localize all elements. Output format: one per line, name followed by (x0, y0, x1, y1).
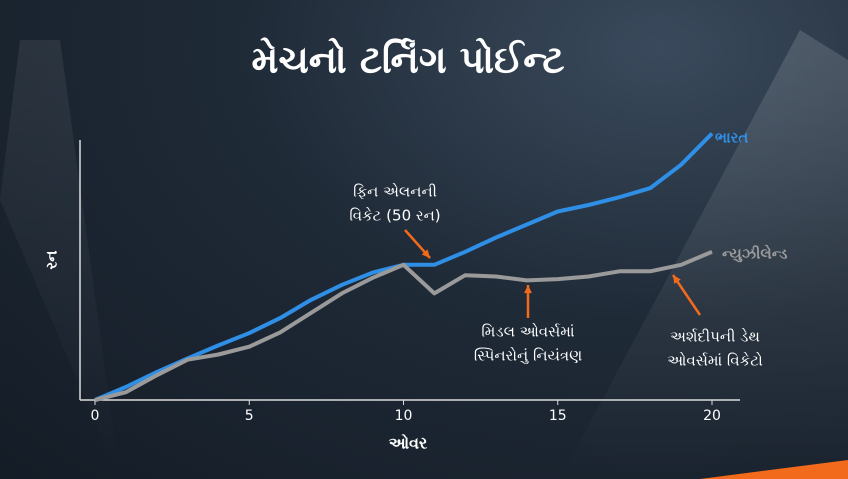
accent-stripe (700, 460, 848, 479)
x-tick-label: 10 (395, 408, 413, 424)
annotation-arrowhead (421, 249, 430, 258)
series-label: ન્યુઝીલેન્ડ (722, 243, 788, 262)
annotation-arrowhead (673, 275, 681, 284)
spotlight (0, 40, 120, 479)
annotation-arrowhead (524, 285, 532, 294)
x-axis-label: ઓવર (389, 433, 428, 453)
annotation-text: સ્પિનરોનું નિયંત્રણ (474, 347, 582, 365)
y-axis-label: રન (43, 251, 61, 270)
chart-title: મેચનો ટર્નિંગ પોઈન્ટ (252, 36, 565, 81)
series-label: ભારત (715, 129, 748, 147)
x-tick-label: 20 (703, 408, 721, 424)
annotation-text: અર્શદીપની ડેથ (670, 327, 760, 345)
x-tick-label: 5 (245, 408, 254, 424)
x-tick-label: 0 (91, 408, 100, 424)
annotation-text: વિકેટ (50 રન) (349, 206, 440, 224)
annotation-text: ફિન એલનની (353, 183, 437, 201)
x-tick-label: 15 (549, 408, 567, 424)
annotation-text: મિડલ ઓવર્સમાં (481, 323, 574, 341)
series-line (94, 249, 713, 402)
annotation-text: ઓવર્સમાં વિકેટો (667, 351, 763, 369)
